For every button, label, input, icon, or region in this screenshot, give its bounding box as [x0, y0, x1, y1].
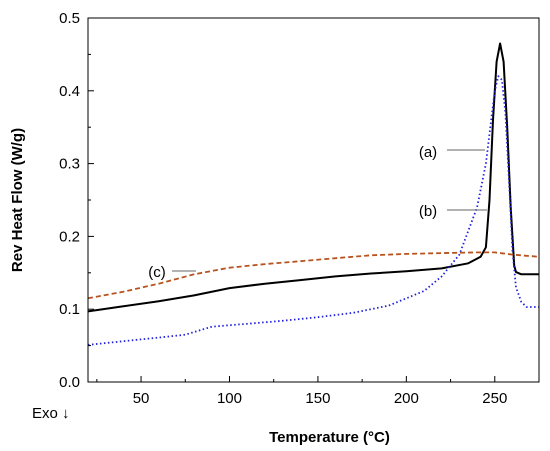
- x-tick-label: 250: [482, 390, 507, 407]
- series-annotation: (a): [419, 144, 437, 161]
- series-line-a: [87, 42, 539, 313]
- y-tick-label: 0.5: [59, 10, 80, 27]
- y-axis: 0.0 0.1 0.2 0.3 0.4 0.5: [59, 10, 94, 391]
- series-annotation: (c): [148, 264, 166, 281]
- series-annotation: (b): [419, 203, 437, 220]
- x-tick-label: 50: [133, 390, 150, 407]
- x-axis: 50 100 150 200 250: [96, 376, 540, 407]
- series-line-c: [87, 251, 540, 300]
- y-tick-label: 0.0: [59, 374, 80, 391]
- series-lines: [87, 42, 540, 346]
- y-tick-label: 0.4: [59, 83, 80, 100]
- annotations: (a) (b) (c): [148, 144, 487, 281]
- x-tick-label: 150: [305, 390, 330, 407]
- x-tick-label: 200: [394, 390, 419, 407]
- x-tick-label: 100: [217, 390, 242, 407]
- exo-direction-label: Exo ↓: [32, 405, 70, 422]
- y-tick-label: 0.3: [59, 156, 80, 173]
- y-axis-title: Rev Heat Flow (W/g): [9, 128, 26, 272]
- y-tick-label: 0.2: [59, 228, 80, 245]
- x-axis-title: Temperature (°C): [269, 429, 390, 446]
- plot-frame: [87, 17, 540, 383]
- series-line-b: [87, 75, 539, 346]
- y-tick-label: 0.1: [59, 301, 80, 318]
